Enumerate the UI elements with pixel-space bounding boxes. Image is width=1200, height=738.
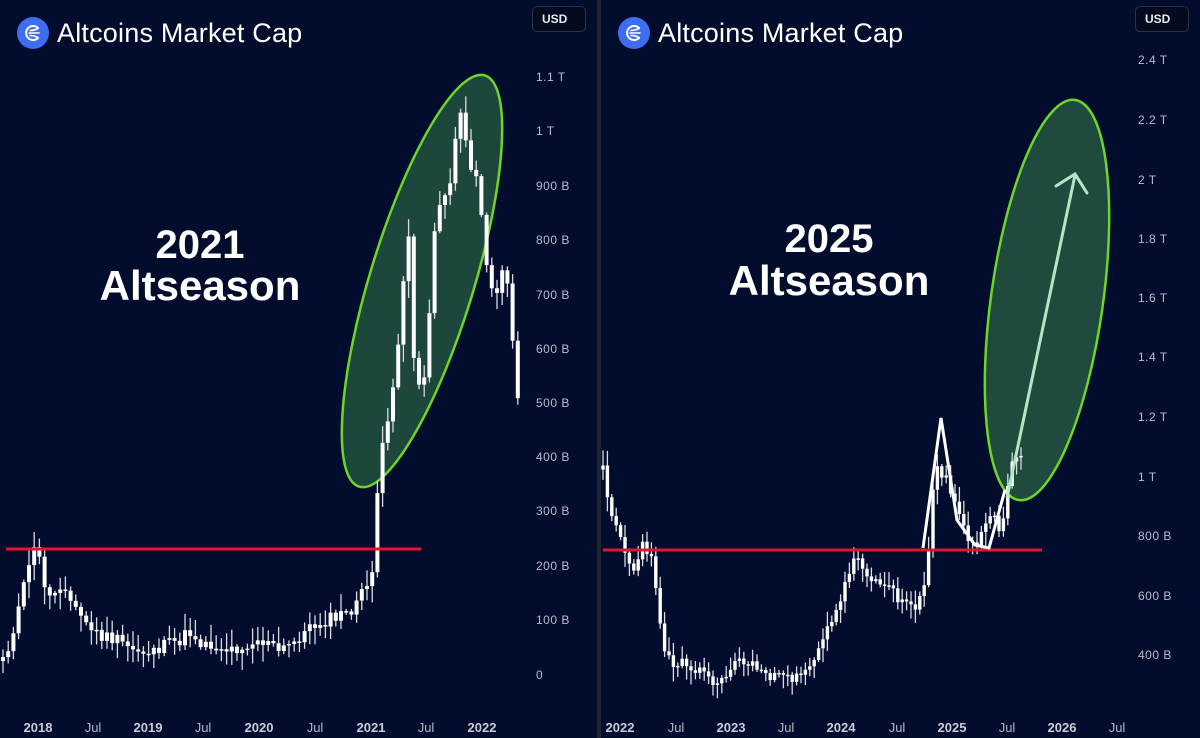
x-axis-tick: 2023 [717,720,746,735]
x-axis-tick: Jul [889,720,906,735]
y-axis-tick: 100 B [536,613,570,627]
annotation-year: 2025 [785,217,874,261]
y-axis-tick: 1.1 T [536,70,566,84]
y-axis-tick: 800 B [536,233,570,247]
y-axis-tick: 300 B [536,504,570,518]
x-axis-tick: 2018 [24,720,53,735]
x-axis-tick: Jul [195,720,212,735]
annotation-label: Altseason [100,262,301,309]
candlestick-chart-2025[interactable]: 2.4 T 2.2 T 2 T 1.8 T 1.6 T 1.4 T 1.2 T 1 T 800 … [601,0,1200,738]
y-axis-tick: 1.8 T [1138,232,1168,246]
chart-title: Altcoins Market Cap [57,17,303,48]
y-axis-tick: 1.6 T [1138,291,1168,305]
trend-zigzag-line [921,417,1007,550]
y-axis-tick: 400 B [1138,648,1172,662]
highlight-ellipse [983,98,1111,502]
x-axis-tick: 2019 [134,720,163,735]
y-axis-tick: 1.2 T [1138,410,1168,424]
altcoins-logo-icon [618,17,650,49]
x-axis-tick: Jul [668,720,685,735]
chart-panel-2025: 2.4 T 2.2 T 2 T 1.8 T 1.6 T 1.4 T 1.2 T 1 T 800 … [601,0,1200,738]
y-axis-tick: 400 B [536,450,570,464]
x-axis-tick: Jul [1109,720,1126,735]
annotation-year: 2021 [156,223,245,267]
x-axis-tick: 2026 [1048,720,1077,735]
y-axis-tick: 500 B [536,396,570,410]
x-axis-tick: Jul [999,720,1016,735]
y-axis-tick: 1 T [536,124,555,138]
x-axis-tick: 2025 [938,720,967,735]
x-axis-tick: 2020 [245,720,274,735]
annotation-label: Altseason [729,257,930,304]
x-axis-tick: Jul [307,720,324,735]
candlestick-chart-2021[interactable]: 1.1 T 1 T 900 B 800 B 700 B 600 B 500 B 400 B 30… [0,0,597,738]
chart-panel-2021: 1.1 T 1 T 900 B 800 B 700 B 600 B 500 B 400 B 30… [0,0,597,738]
y-axis-tick: 600 B [536,342,570,356]
y-axis-tick: 2.4 T [1138,53,1168,67]
x-axis-tick: Jul [85,720,102,735]
x-axis-tick: 2022 [468,720,497,735]
y-axis-tick: 1.4 T [1138,350,1168,364]
panel-divider [597,0,601,738]
x-axis-tick: 2024 [827,720,857,735]
highlight-ellipse [340,73,504,489]
arrow-head-icon [1054,171,1089,195]
x-axis-tick: Jul [778,720,795,735]
x-axis-tick: 2022 [606,720,635,735]
currency-button[interactable]: USD [1135,6,1189,32]
x-axis-tick: 2021 [357,720,386,735]
y-axis-tick: 700 B [536,288,570,302]
projection-arrow [1005,174,1077,499]
y-axis-tick: 0 [536,668,543,682]
chart-header: Altcoins Market Cap [618,17,903,49]
y-axis-tick: 200 B [536,559,570,573]
y-axis-tick: 900 B [536,179,570,193]
candles [1,96,520,674]
chart-title: Altcoins Market Cap [658,17,904,48]
y-axis-tick: 800 B [1138,529,1172,543]
candles [601,447,1023,699]
y-axis-tick: 2.2 T [1138,113,1168,127]
y-axis-tick: 1 T [1138,470,1157,484]
x-axis-tick: Jul [418,720,435,735]
currency-button[interactable]: USD [532,6,586,32]
chart-header: Altcoins Market Cap [17,17,302,49]
altcoins-logo-icon [17,17,49,49]
y-axis-tick: 600 B [1138,589,1172,603]
y-axis-tick: 2 T [1138,173,1157,187]
